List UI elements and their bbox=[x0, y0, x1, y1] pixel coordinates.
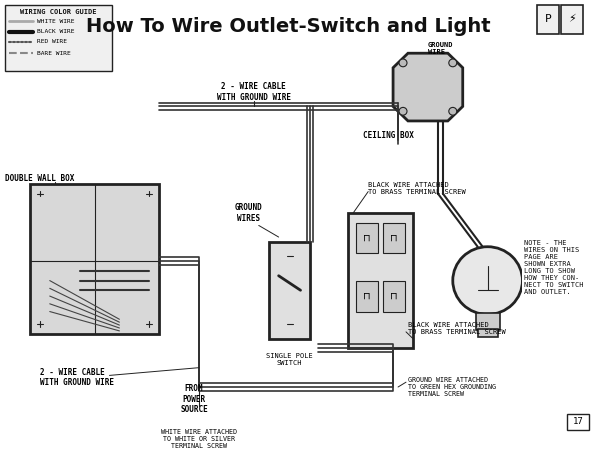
Circle shape bbox=[375, 276, 385, 285]
Text: FROM
POWER
SOURCE: FROM POWER SOURCE bbox=[180, 384, 208, 414]
Bar bbox=[538, 5, 559, 34]
Text: ⊓: ⊓ bbox=[390, 291, 398, 301]
Text: BLACK WIRE: BLACK WIRE bbox=[37, 29, 74, 35]
Text: ⊓: ⊓ bbox=[364, 233, 371, 243]
Text: CEILING BOX: CEILING BOX bbox=[362, 131, 413, 140]
Circle shape bbox=[399, 59, 407, 67]
Bar bbox=[476, 312, 500, 330]
Text: BARE WIRE: BARE WIRE bbox=[37, 51, 71, 56]
Bar bbox=[478, 329, 497, 337]
Circle shape bbox=[284, 320, 295, 329]
Text: BLACK WIRE ATTACHED
TO BRASS TERMINAL SCREW: BLACK WIRE ATTACHED TO BRASS TERMINAL SC… bbox=[408, 323, 506, 335]
Text: ⚡: ⚡ bbox=[568, 14, 576, 24]
Circle shape bbox=[449, 108, 457, 115]
Circle shape bbox=[453, 247, 523, 315]
Text: ⊓: ⊓ bbox=[364, 291, 371, 301]
Bar bbox=[567, 414, 589, 430]
Text: WHITE WIRE: WHITE WIRE bbox=[37, 19, 74, 24]
Polygon shape bbox=[393, 53, 463, 121]
Text: P: P bbox=[545, 14, 551, 24]
Circle shape bbox=[35, 189, 45, 198]
Text: How To Wire Outlet-Switch and Light: How To Wire Outlet-Switch and Light bbox=[86, 18, 491, 36]
Text: 17: 17 bbox=[573, 417, 584, 426]
Bar bbox=[356, 281, 378, 311]
Text: RED WIRE: RED WIRE bbox=[37, 39, 67, 44]
Text: DOUBLE WALL BOX: DOUBLE WALL BOX bbox=[5, 175, 74, 184]
Bar bbox=[5, 5, 112, 71]
Bar bbox=[523, 232, 590, 368]
Bar bbox=[269, 242, 310, 339]
Text: NOTE - THE
WIRES ON THIS
PAGE ARE
SHOWN EXTRA
LONG TO SHOW
HOW THEY CON-
NECT TO: NOTE - THE WIRES ON THIS PAGE ARE SHOWN … bbox=[524, 240, 584, 295]
Circle shape bbox=[144, 320, 154, 329]
Text: 2 - WIRE CABLE
WITH GROUND WIRE: 2 - WIRE CABLE WITH GROUND WIRE bbox=[217, 82, 291, 102]
Text: SINGLE POLE
SWITCH: SINGLE POLE SWITCH bbox=[266, 353, 313, 366]
Text: 2 - WIRE CABLE
WITH GROUND WIRE: 2 - WIRE CABLE WITH GROUND WIRE bbox=[40, 368, 114, 387]
Bar bbox=[383, 281, 405, 311]
Bar bbox=[383, 223, 405, 253]
Circle shape bbox=[449, 59, 457, 67]
Text: GROUND
WIRE: GROUND WIRE bbox=[428, 42, 454, 55]
Text: ⊓: ⊓ bbox=[390, 233, 398, 243]
Bar bbox=[356, 223, 378, 253]
Text: BLACK WIRE ATTACHED
TO BRASS TERMINAL SCREW: BLACK WIRE ATTACHED TO BRASS TERMINAL SC… bbox=[368, 182, 466, 195]
Text: GROUND
WIRES: GROUND WIRES bbox=[235, 203, 263, 223]
Bar bbox=[348, 213, 413, 348]
Text: GROUND WIRE ATTACHED
TO GREEN HEX GROUNDING
TERMINAL SCREW: GROUND WIRE ATTACHED TO GREEN HEX GROUND… bbox=[408, 378, 496, 397]
Text: WIRING COLOR GUIDE: WIRING COLOR GUIDE bbox=[20, 9, 97, 14]
Circle shape bbox=[35, 320, 45, 329]
Circle shape bbox=[144, 189, 154, 198]
Bar bbox=[30, 184, 159, 334]
Text: WHITE WIRE ATTACHED
TO WHITE OR SILVER
TERMINAL SCREW: WHITE WIRE ATTACHED TO WHITE OR SILVER T… bbox=[161, 428, 237, 449]
Circle shape bbox=[284, 252, 295, 261]
Bar bbox=[561, 5, 583, 34]
Circle shape bbox=[399, 108, 407, 115]
